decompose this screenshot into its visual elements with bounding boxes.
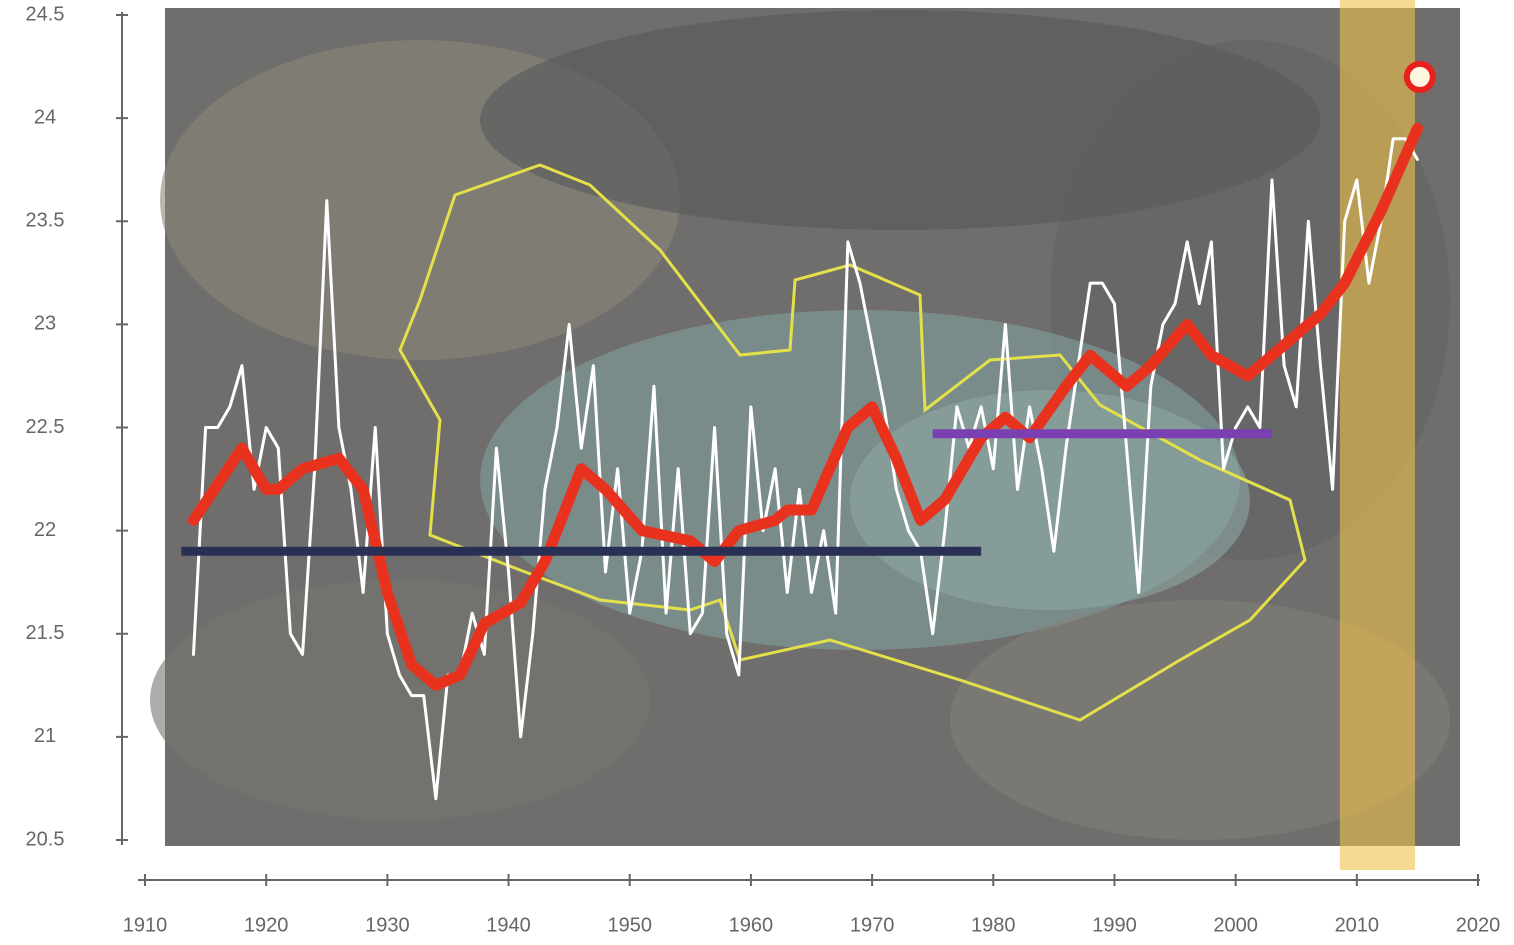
x-tick-label: 1920: [244, 914, 289, 936]
y-tick-label: 22.5: [26, 416, 65, 438]
marker: [1403, 60, 1436, 93]
x-tick-label: 2020: [1456, 914, 1501, 936]
x-tick-label: 2000: [1213, 914, 1258, 936]
series-line: [191, 137, 1419, 801]
y-tick-label: 23: [34, 313, 56, 335]
x-tick-label: 1990: [1092, 914, 1137, 936]
y-tick-label: 22: [34, 519, 56, 541]
x-tick-label: 1960: [729, 914, 774, 936]
background-photo: [150, 8, 1460, 846]
x-tick-label: 1970: [850, 914, 895, 936]
series-line: [187, 122, 1423, 691]
x-tick-label: 2010: [1335, 914, 1380, 936]
x-tick-label: 1950: [607, 914, 652, 936]
x-tick-label: 1930: [365, 914, 410, 936]
y-tick-label: 24.5: [26, 3, 65, 25]
y-tick-label: 24: [34, 106, 56, 128]
y-tick-label: 23.5: [26, 210, 65, 232]
highlight-band: [1339, 0, 1415, 870]
y-tick-label: 21.5: [26, 622, 65, 644]
x-tick-label: 1940: [486, 914, 531, 936]
y-tick-label: 21: [34, 725, 56, 747]
x-tick-label: 1910: [123, 914, 168, 936]
x-tick-label: 1980: [971, 914, 1016, 936]
y-tick-label: 20.5: [26, 828, 65, 850]
